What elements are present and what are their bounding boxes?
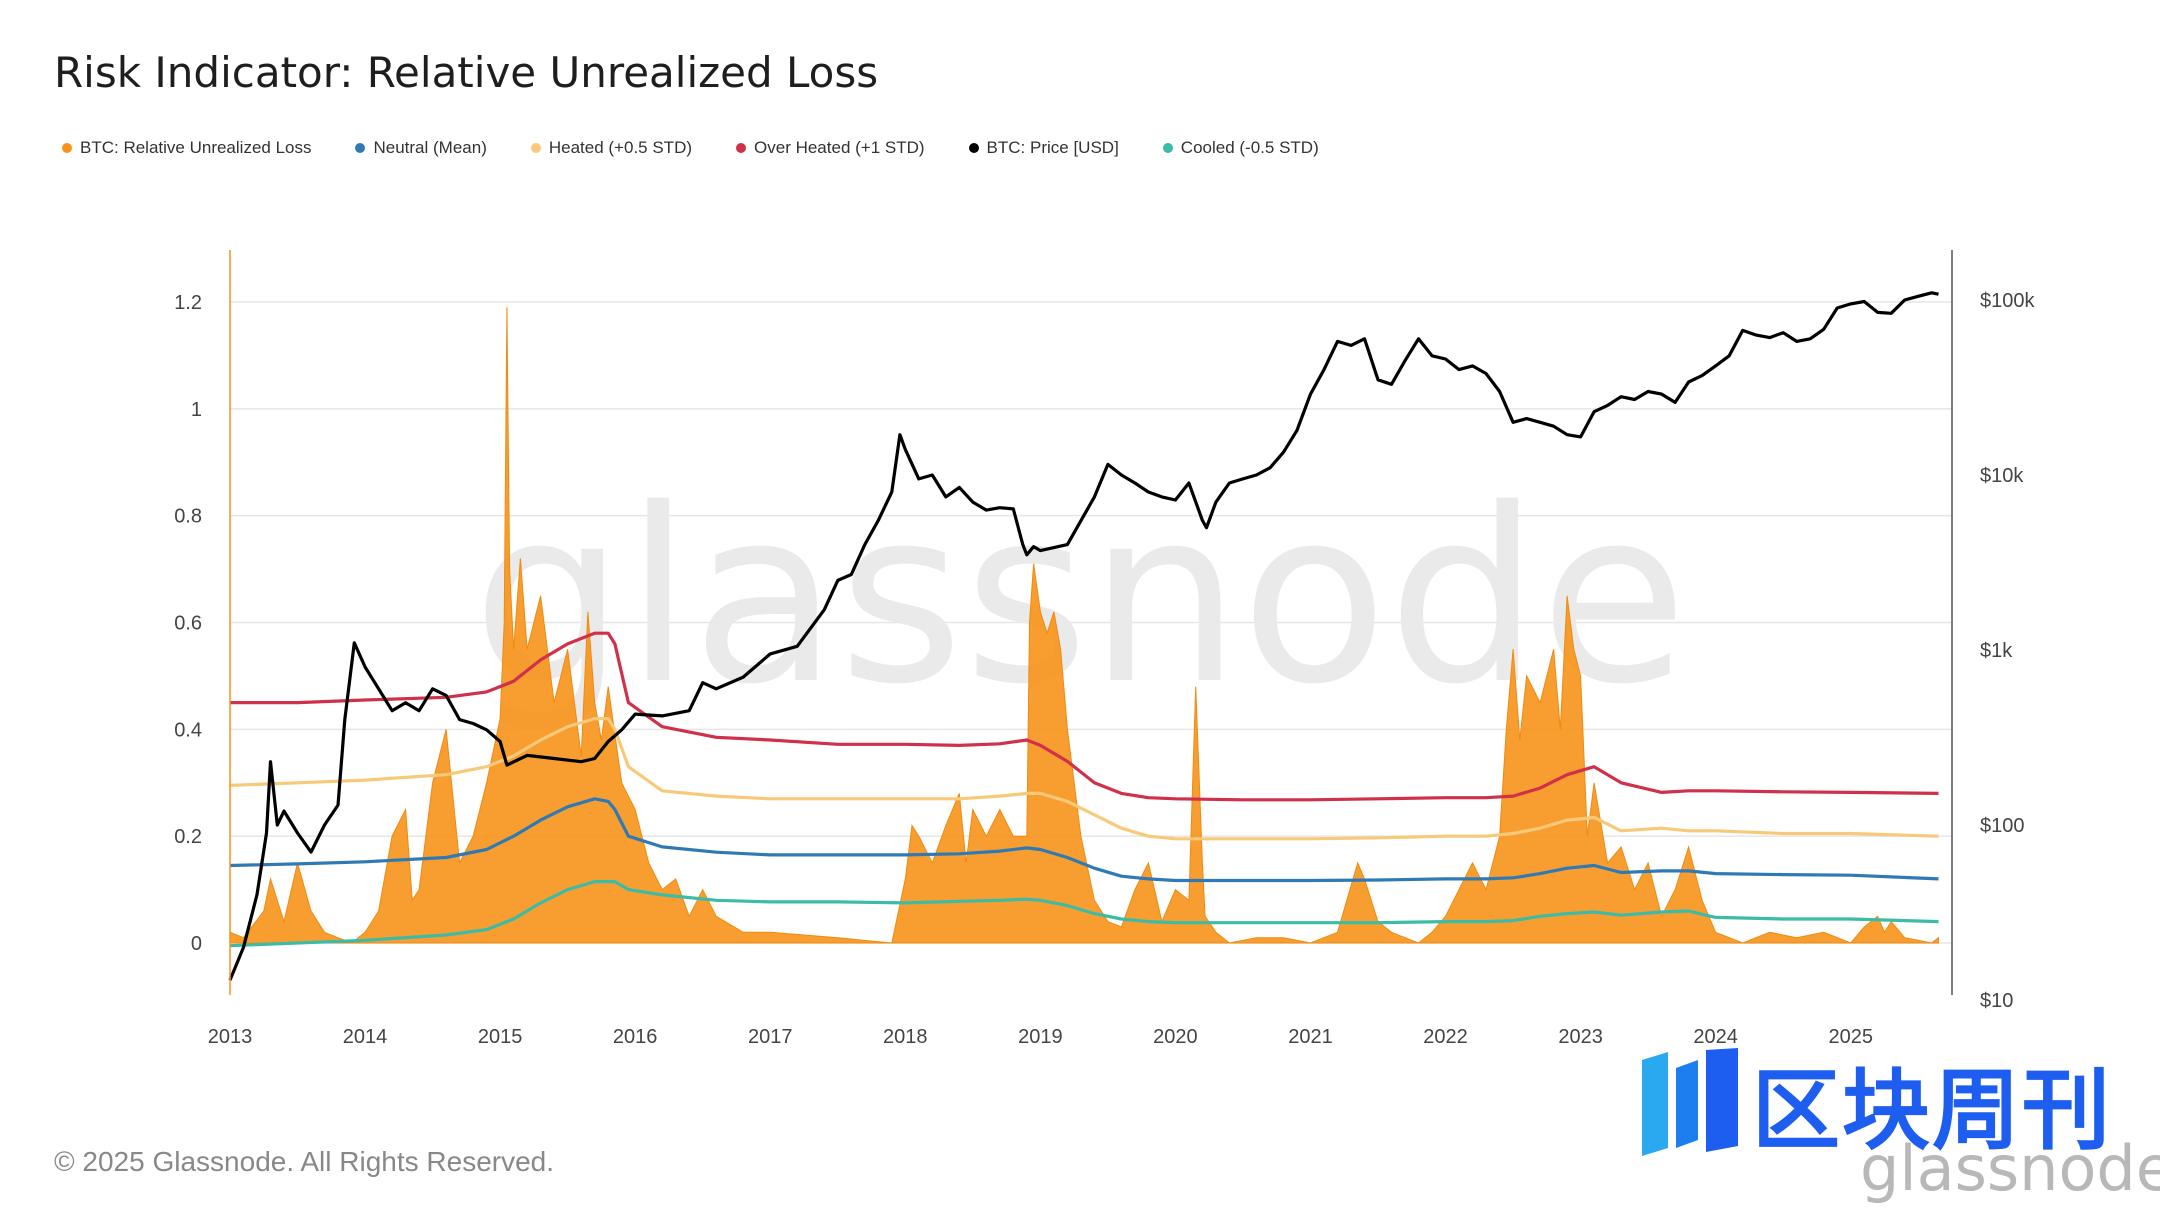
- watermark: glassnode: [472, 457, 1687, 737]
- copyright-text: © 2025 Glassnode. All Rights Reserved.: [54, 1146, 555, 1177]
- x-tick-label: 2024: [1693, 1026, 1738, 1048]
- x-tick-label: 2017: [748, 1026, 793, 1048]
- y-tick-label: 0.8: [174, 506, 202, 528]
- y-tick-label: 1.2: [174, 292, 202, 314]
- legend-label: BTC: Price [USD]: [986, 138, 1119, 157]
- legend-label: Neutral (Mean): [373, 138, 487, 157]
- legend-swatch: [1162, 143, 1173, 153]
- x-tick-label: 2023: [1558, 1026, 1603, 1048]
- brand-watermark: 区块周刊 glassnode: [1620, 1040, 2160, 1215]
- legend-item[interactable]: BTC: Relative Unrealized Loss: [62, 138, 311, 158]
- x-tick-label: 2019: [1018, 1026, 1063, 1048]
- legend-label: Over Heated (+1 STD): [754, 138, 925, 157]
- x-tick-label: 2018: [883, 1026, 928, 1048]
- x-tick-label: 2020: [1153, 1026, 1198, 1048]
- right-tick-label: $10: [1980, 990, 2013, 1012]
- right-tick-label: $100k: [1980, 290, 2035, 312]
- legend-item[interactable]: Heated (+0.5 STD): [530, 138, 693, 158]
- right-tick-label: $1k: [1980, 640, 2013, 662]
- legend-swatch: [736, 143, 747, 153]
- x-tick-label: 2013: [208, 1026, 253, 1048]
- legend-item[interactable]: Cooled (-0.5 STD): [1162, 138, 1319, 158]
- loss-area-series: [229, 307, 1940, 944]
- legend: BTC: Relative Unrealized Loss Neutral (M…: [62, 138, 1319, 158]
- legend-item[interactable]: Neutral (Mean): [355, 138, 487, 158]
- x-tick-label: 2022: [1423, 1026, 1468, 1048]
- x-tick-label: 2025: [1828, 1026, 1873, 1048]
- band-series-line: [229, 880, 1939, 948]
- y-tick-label: 1: [191, 399, 202, 421]
- right-tick-label: $10k: [1980, 465, 2024, 487]
- price-line: [228, 291, 1939, 981]
- legend-item[interactable]: Over Heated (+1 STD): [736, 138, 925, 158]
- right-tick-label: $100: [1980, 815, 2025, 837]
- x-tick-label: 2021: [1288, 1026, 1333, 1048]
- y-tick-label: 0.4: [174, 719, 202, 741]
- legend-item[interactable]: BTC: Price [USD]: [968, 138, 1119, 158]
- x-tick-label: 2015: [478, 1026, 523, 1048]
- legend-label: Cooled (-0.5 STD): [1180, 138, 1319, 157]
- band-series-line: [230, 631, 1939, 802]
- brand-logo-icon: [1642, 1048, 1738, 1156]
- y-tick-label: 0: [191, 933, 202, 955]
- legend-label: Heated (+0.5 STD): [548, 138, 693, 157]
- legend-swatch: [530, 143, 541, 153]
- legend-swatch: [968, 143, 979, 153]
- brand-english-text: glassnode: [1860, 1132, 2160, 1205]
- band-series-line: [229, 797, 1939, 883]
- chart-title: Risk Indicator: Relative Unrealized Loss: [54, 48, 879, 97]
- legend-swatch: [62, 143, 72, 153]
- price-series-line: [228, 291, 1939, 981]
- y-tick-label: 0.2: [174, 826, 202, 848]
- loss-area: [229, 307, 1940, 944]
- band-lines: [229, 631, 1939, 948]
- legend-label: BTC: Relative Unrealized Loss: [80, 138, 312, 157]
- x-tick-label: 2014: [343, 1026, 388, 1048]
- band-series-line: [229, 717, 1939, 841]
- axes: 0 0.2 0.4 0.6 0.8 1 1.2 $10 $100 $1k $10k $100k 2013…: [174, 250, 2035, 1048]
- legend-swatch: [355, 143, 366, 153]
- brand-chinese-text: 区块周刊: [1752, 1059, 2113, 1162]
- x-tick-label: 2016: [613, 1026, 658, 1048]
- y-tick-label: 0.6: [174, 613, 202, 635]
